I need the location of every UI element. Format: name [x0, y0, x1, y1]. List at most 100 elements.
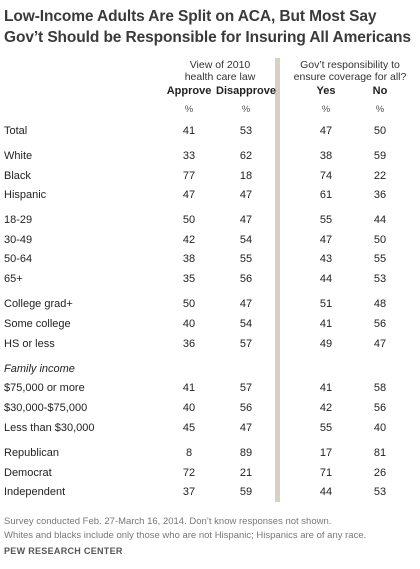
row-label: Hispanic — [4, 189, 47, 201]
row-label: Total — [4, 125, 28, 137]
table-cell: 55 — [239, 253, 253, 265]
table-cell: 50 — [182, 298, 196, 310]
unit-label: % — [321, 104, 331, 115]
table-cell: 59 — [239, 486, 253, 498]
table-cell: 55 — [319, 422, 333, 434]
table-cell: 72 — [182, 467, 196, 479]
table-cell: 54 — [239, 318, 253, 330]
table-cell: 44 — [373, 214, 387, 226]
table-cell: 53 — [239, 125, 253, 137]
group-header-line: ensure coverage for all? — [293, 71, 407, 83]
table-cell: 61 — [319, 189, 333, 201]
table-cell: 50 — [373, 125, 387, 137]
table-cell: 47 — [373, 338, 387, 350]
group-header-health-care-law: View of 2010 health care law — [160, 59, 280, 83]
group-header-gov-responsibility: Gov’t responsibility to ensure coverage … — [284, 59, 416, 83]
table-cell: 47 — [239, 189, 253, 201]
column-header-disapprove: Disapprove — [216, 85, 276, 97]
table-cell: 53 — [373, 486, 387, 498]
table-cell: 57 — [239, 382, 253, 394]
group-header-line: health care law — [184, 71, 256, 83]
table-cell: 50 — [373, 234, 387, 246]
table-cell: 18 — [239, 170, 253, 182]
unit-label: % — [241, 104, 251, 115]
table-cell: 36 — [182, 338, 196, 350]
group-header-line: Gov’t responsibility to — [300, 59, 400, 71]
table-cell: 56 — [239, 402, 253, 414]
table-cell: 43 — [319, 253, 333, 265]
table-cell: 47 — [319, 234, 333, 246]
row-label: $30,000-$75,000 — [4, 402, 88, 414]
table-cell: 35 — [182, 273, 196, 285]
table-cell: 56 — [373, 402, 387, 414]
table-cell: 38 — [182, 253, 196, 265]
table-cell: 55 — [373, 253, 387, 265]
table-cell: 50 — [182, 214, 196, 226]
row-label: $75,000 or more — [4, 382, 85, 394]
chart-title: Low-Income Adults Are Split on ACA, But … — [4, 6, 418, 48]
table-cell: 53 — [373, 273, 387, 285]
table-cell: 57 — [239, 338, 253, 350]
table-cell: 58 — [373, 382, 387, 394]
column-header-yes: Yes — [316, 85, 336, 97]
row-label: Less than $30,000 — [4, 422, 95, 434]
table-cell: 77 — [182, 170, 196, 182]
title-line-2: Gov’t Should be Responsible for Insuring… — [4, 29, 411, 46]
row-label: White — [4, 150, 33, 162]
title-line-1: Low-Income Adults Are Split on ACA, But … — [4, 8, 377, 25]
table-cell: 47 — [182, 189, 196, 201]
column-header-no: No — [372, 85, 388, 97]
unit-label: % — [184, 104, 194, 115]
table-cell: 56 — [373, 318, 387, 330]
table-cell: 41 — [182, 382, 196, 394]
table-cell: 74 — [319, 170, 333, 182]
table-cell: 81 — [373, 447, 387, 459]
table-cell: 8 — [185, 447, 193, 459]
table-cell: 41 — [319, 382, 333, 394]
table-cell: 47 — [239, 422, 253, 434]
table-cell: 40 — [182, 318, 196, 330]
source-credit: PEW RESEARCH CENTER — [4, 546, 123, 556]
row-label: Independent — [4, 486, 66, 498]
unit-label: % — [375, 104, 385, 115]
table-cell: 38 — [319, 150, 333, 162]
table-cell: 47 — [319, 125, 333, 137]
table-cell: 22 — [373, 170, 387, 182]
table-cell: 89 — [239, 447, 253, 459]
table-cell: 59 — [373, 150, 387, 162]
table-cell: 47 — [239, 298, 253, 310]
table-cell: 62 — [239, 150, 253, 162]
row-label: Democrat — [4, 467, 52, 479]
row-label: Republican — [4, 447, 60, 459]
table-cell: 49 — [319, 338, 333, 350]
table-cell: 48 — [373, 298, 387, 310]
table-cell: 17 — [319, 447, 333, 459]
table-cell: 21 — [239, 467, 253, 479]
group-header-line: View of 2010 — [189, 59, 251, 71]
footnote-survey: Survey conducted Feb. 27-March 16, 2014.… — [4, 516, 332, 527]
row-label: 50-64 — [4, 253, 33, 265]
table-cell: 55 — [319, 214, 333, 226]
table-cell: 45 — [182, 422, 196, 434]
row-label: HS or less — [4, 338, 55, 350]
row-subheader: Family income — [4, 363, 75, 375]
table-cell: 51 — [319, 298, 333, 310]
table-cell: 54 — [239, 234, 253, 246]
row-label: Black — [4, 170, 31, 182]
table-cell: 41 — [319, 318, 333, 330]
table-cell: 71 — [319, 467, 333, 479]
row-label: Some college — [4, 318, 71, 330]
footnote-race: Whites and blacks include only those who… — [4, 530, 367, 541]
column-group-divider — [275, 58, 280, 502]
row-label: 18-29 — [4, 214, 33, 226]
row-label: 30-49 — [4, 234, 33, 246]
table-cell: 44 — [319, 486, 333, 498]
table-cell: 47 — [239, 214, 253, 226]
row-label: 65+ — [4, 273, 23, 285]
table-cell: 42 — [319, 402, 333, 414]
table-cell: 41 — [182, 125, 196, 137]
table-cell: 42 — [182, 234, 196, 246]
column-header-approve: Approve — [166, 85, 212, 97]
table-cell: 36 — [373, 189, 387, 201]
table-cell: 56 — [239, 273, 253, 285]
